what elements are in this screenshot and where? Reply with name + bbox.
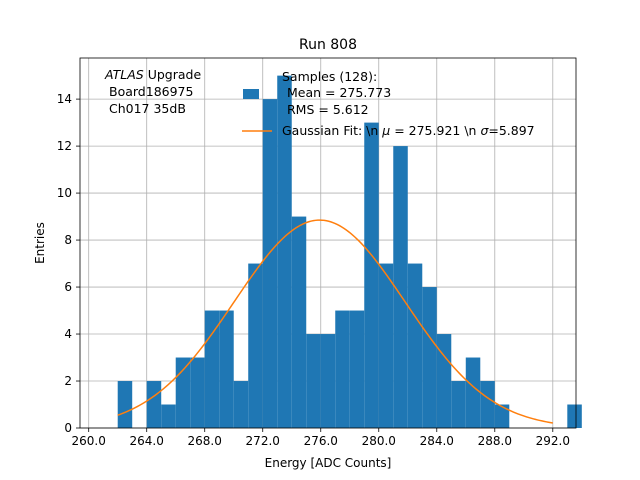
gaussian-fit-curve <box>117 219 553 424</box>
y-tick-label: 8 <box>64 233 72 247</box>
histogram-bar <box>306 334 321 428</box>
axes-frame <box>79 57 577 429</box>
y-axis-ticks: 0 2 4 6 8 10 12 14 <box>57 92 80 435</box>
legend-fit-label: Gaussian Fit: \n μ = 275.921 \n σ=5.897 <box>282 123 535 138</box>
histogram-bar <box>422 287 437 428</box>
y-tick-label: 10 <box>57 186 72 200</box>
y-tick-label: 0 <box>64 421 72 435</box>
histogram-bar <box>175 357 191 428</box>
board-label: Board186975 <box>109 84 193 99</box>
histogram-bar <box>262 99 278 428</box>
legend-samples-mean: Mean = 275.773 <box>287 85 391 100</box>
x-tick-label: 284.0 <box>420 434 454 448</box>
x-tick-label: 276.0 <box>304 434 338 448</box>
y-tick-label: 4 <box>64 327 72 341</box>
y-tick-label: 6 <box>64 280 72 294</box>
x-tick-label: 288.0 <box>478 434 512 448</box>
y-tick-label: 12 <box>57 139 72 153</box>
histogram-bar <box>480 381 495 428</box>
x-tick-label: 268.0 <box>188 434 222 448</box>
y-tick-label: 14 <box>57 92 72 106</box>
legend: Samples (128): Mean = 275.773 RMS = 5.61… <box>242 69 535 138</box>
x-tick-label: 280.0 <box>362 434 396 448</box>
histogram-bar <box>407 263 423 428</box>
channel-label: Ch017 35dB <box>109 101 186 116</box>
histogram-bar <box>190 357 205 428</box>
x-tick-label: 272.0 <box>246 434 280 448</box>
legend-samples-swatch <box>243 89 259 99</box>
histogram-bar <box>291 216 307 428</box>
histogram-bar <box>465 357 481 428</box>
histogram-bar <box>204 310 220 428</box>
histogram-bar <box>494 404 510 428</box>
histogram-bar <box>320 334 336 428</box>
histogram-bar <box>364 122 379 428</box>
histogram-bar <box>117 381 133 428</box>
histogram-bar <box>277 75 292 428</box>
y-tick-label: 2 <box>64 374 72 388</box>
chart-title: Run 808 <box>299 37 357 53</box>
histogram-bar <box>393 146 408 428</box>
histogram-bar <box>219 310 234 428</box>
histogram-bar <box>567 404 582 428</box>
legend-samples-line1: Samples (128): <box>282 69 377 84</box>
histogram-bar <box>233 381 249 428</box>
x-tick-label: 292.0 <box>536 434 570 448</box>
histogram-bar <box>349 310 365 428</box>
x-tick-label: 260.0 <box>72 434 106 448</box>
y-axis-label: Entries <box>33 222 47 264</box>
histogram-bar <box>451 381 466 428</box>
histogram-bar <box>248 263 263 428</box>
histogram-bar <box>146 381 162 428</box>
histogram-bar <box>436 334 452 428</box>
histogram-bar <box>335 310 350 428</box>
legend-samples-rms: RMS = 5.612 <box>287 102 369 117</box>
atlas-label: ATLAS Upgrade <box>104 67 201 82</box>
histogram-bar <box>378 263 394 428</box>
x-axis-ticks: 260.0 264.0 268.0 272.0 276.0 280.0 284.0 288.0… <box>72 428 570 448</box>
histogram-bar <box>161 404 176 428</box>
x-axis-label: Energy [ADC Counts] <box>265 456 392 470</box>
x-tick-label: 264.0 <box>130 434 164 448</box>
